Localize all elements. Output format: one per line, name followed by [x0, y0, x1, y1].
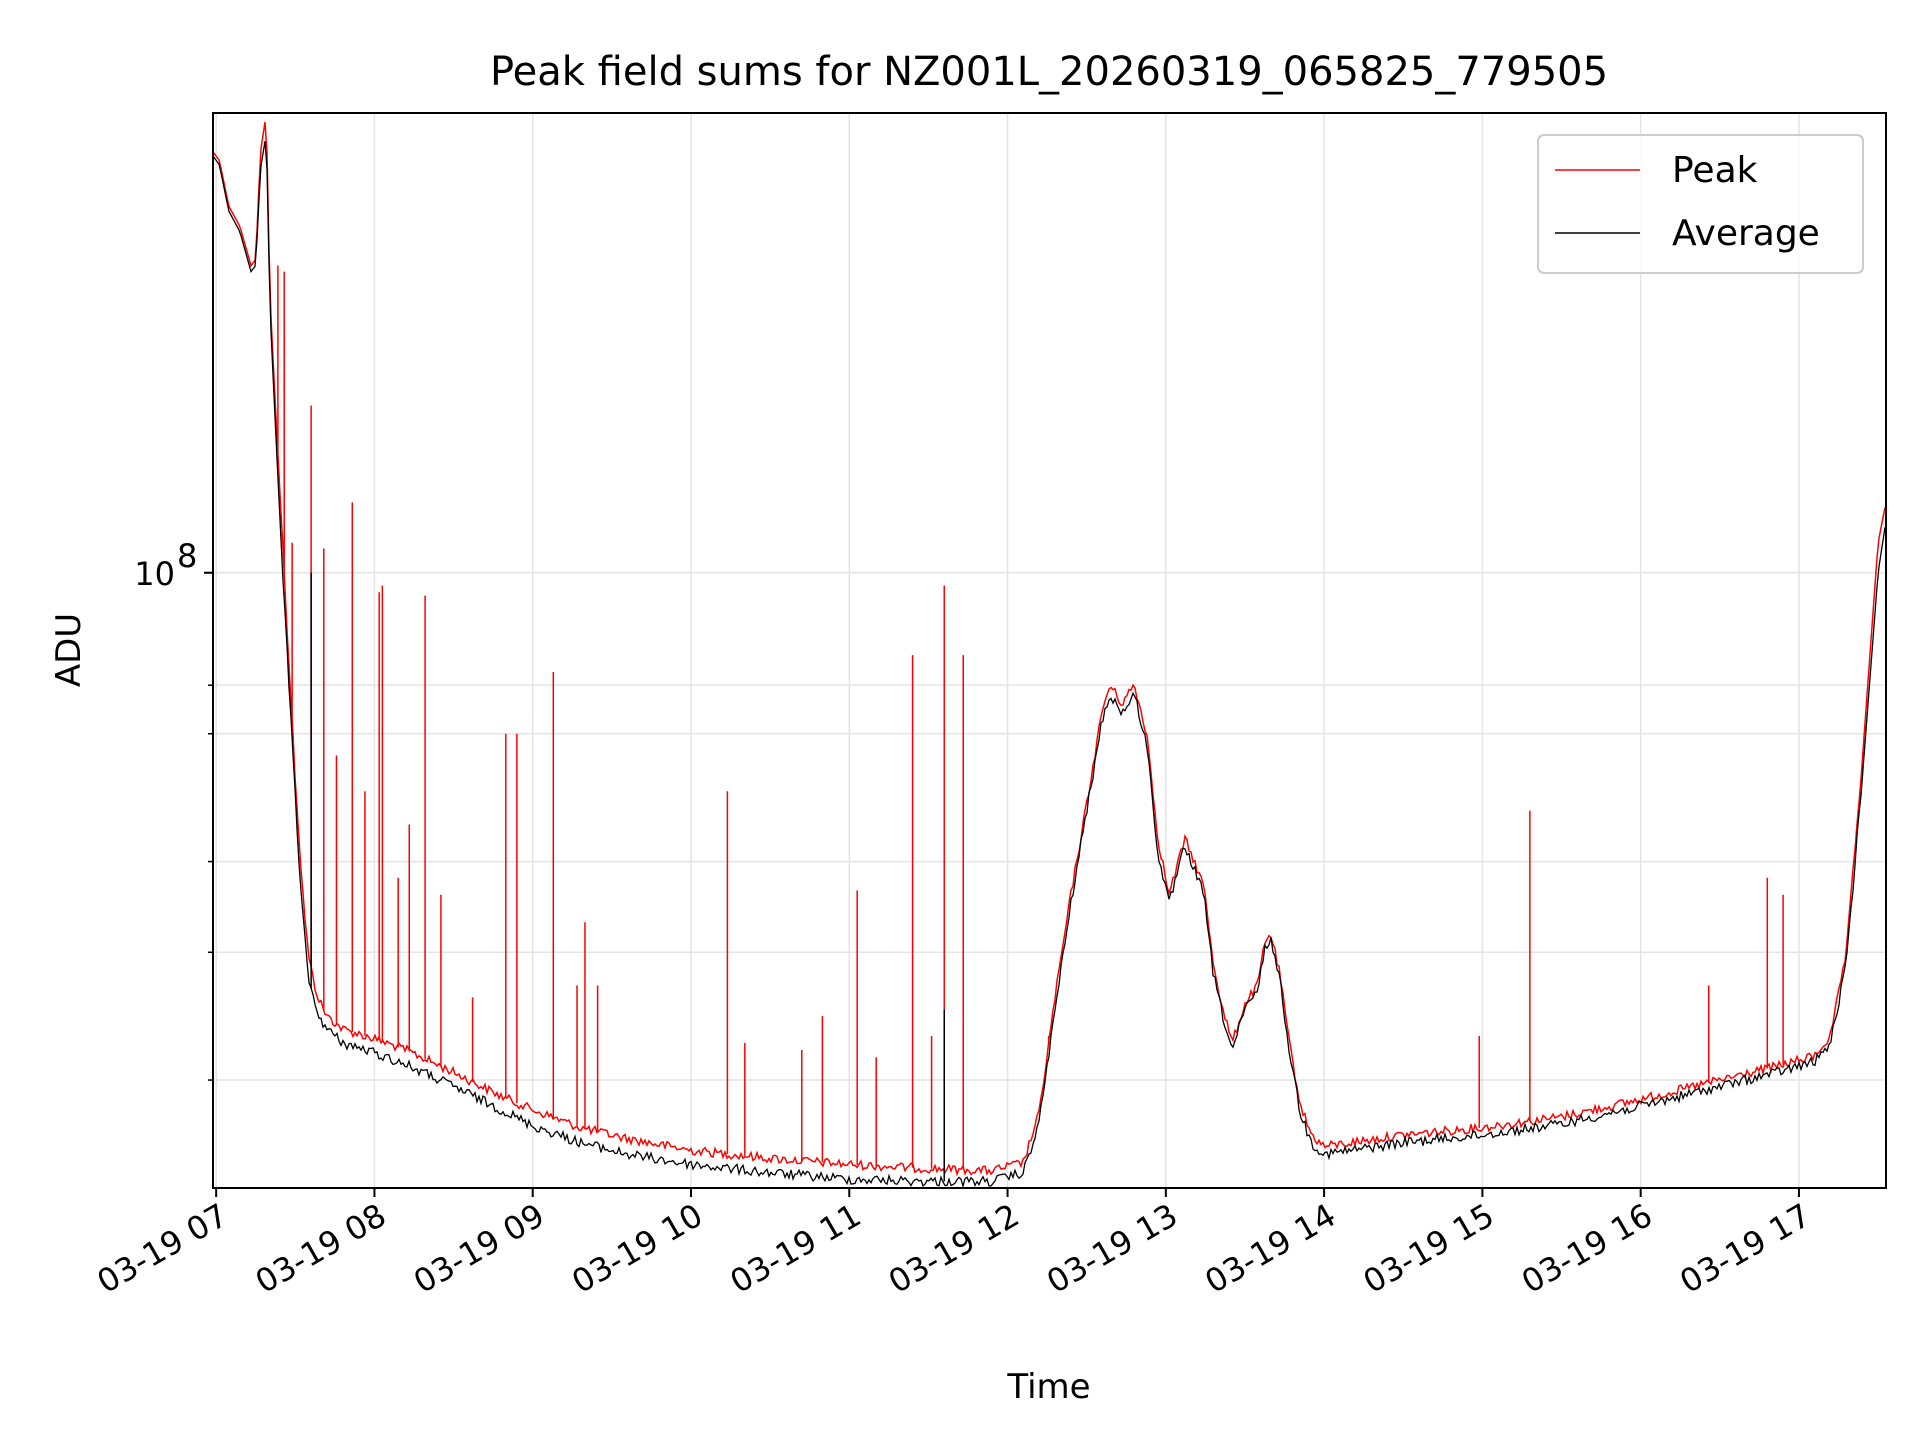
y-tick-label: 10: [134, 555, 175, 593]
average-series-line: [212, 141, 1886, 1189]
chart-title: Peak field sums for NZ001L_20260319_0658…: [490, 49, 1608, 95]
legend-peak-label: Peak: [1672, 150, 1758, 191]
x-axis-label: Time: [1006, 1367, 1090, 1407]
grid: [213, 113, 1886, 1188]
legend-average-label: Average: [1672, 213, 1820, 254]
series-layer: [212, 121, 1886, 1189]
legend: Peak Average: [1537, 134, 1864, 274]
plot-background: [213, 113, 1886, 1188]
y-tick-exponent: 8: [177, 537, 197, 575]
plot-frame: [212, 112, 1887, 1189]
y-axis-label: ADU: [49, 613, 89, 687]
